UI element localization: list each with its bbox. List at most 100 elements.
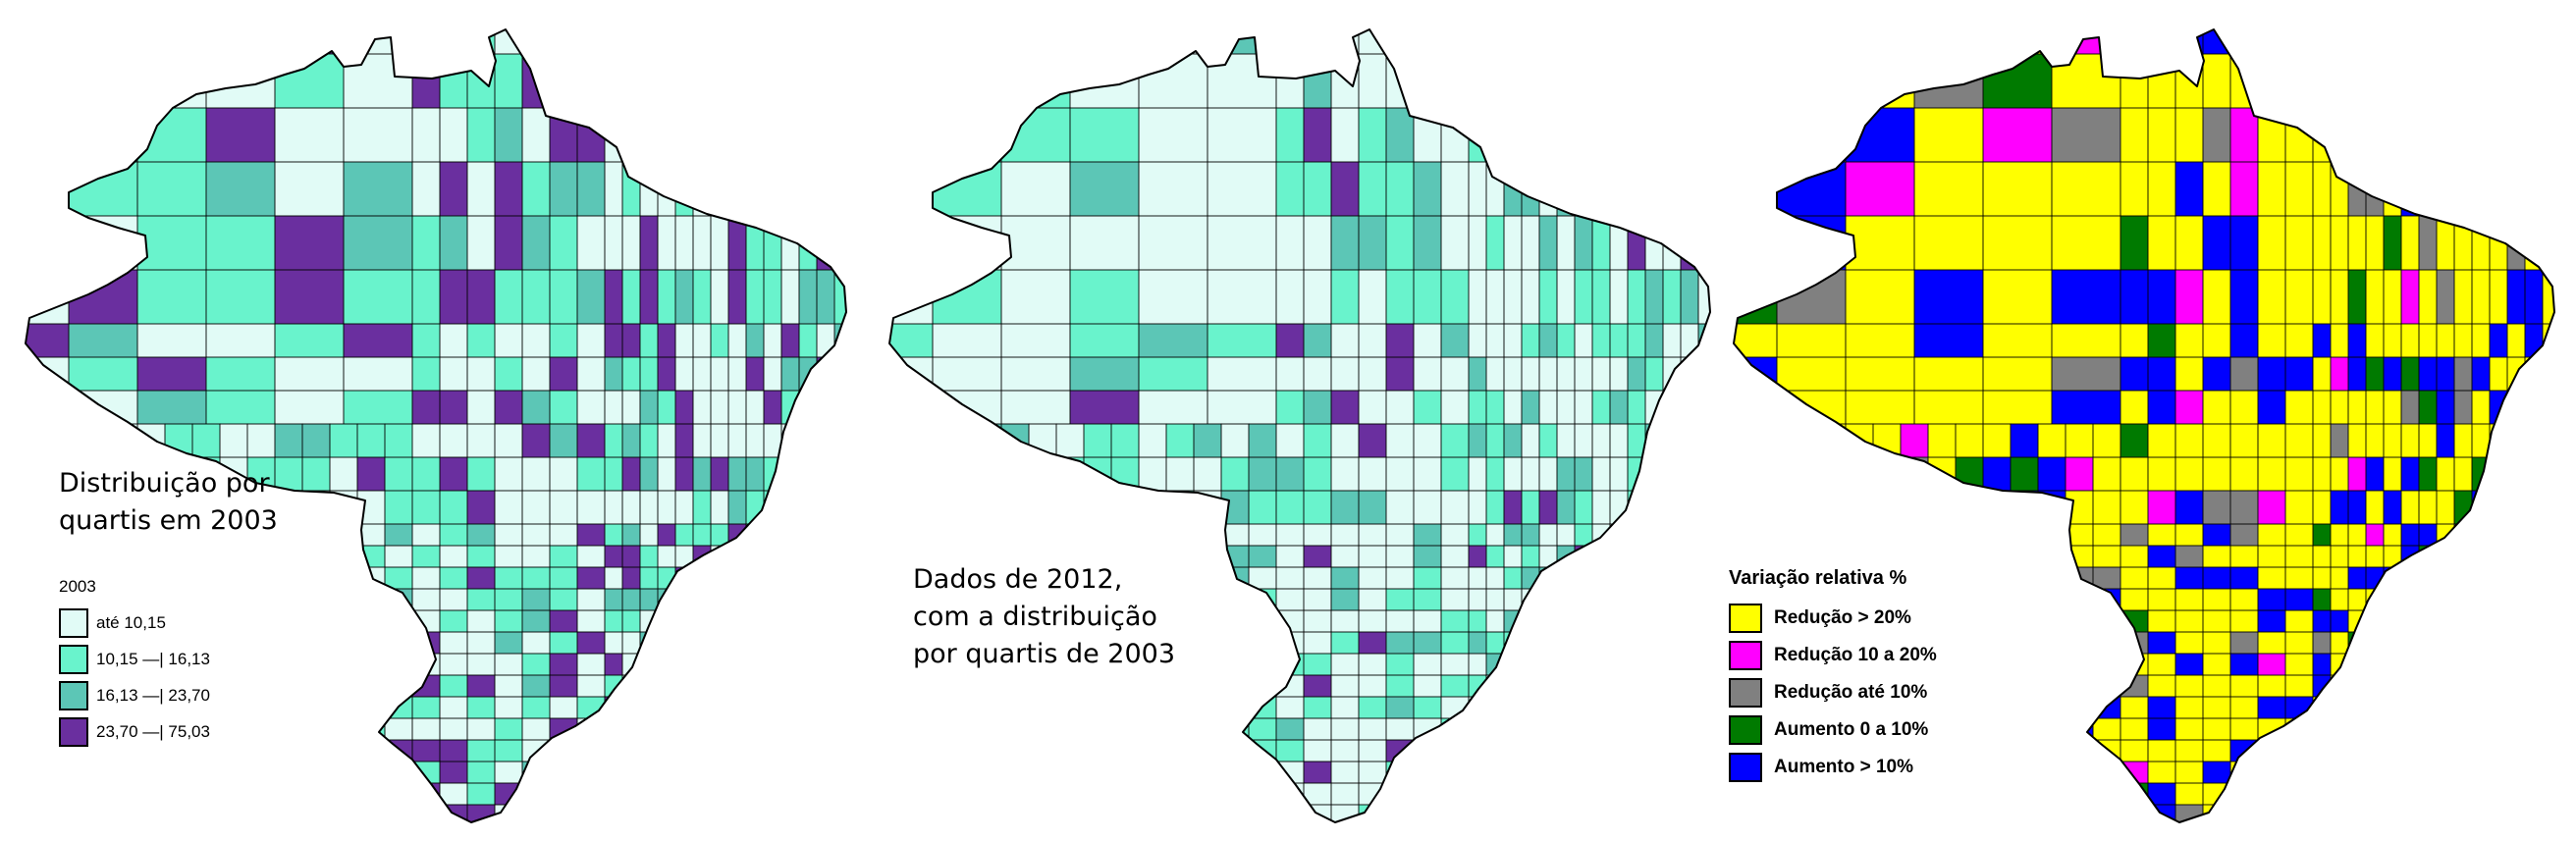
municipality-region (466, 323, 496, 358)
municipality-region (549, 804, 578, 822)
municipality-region (798, 631, 818, 655)
municipality-region (1110, 490, 1140, 525)
municipality-region (945, 490, 975, 525)
municipality-region (1248, 609, 1277, 633)
municipality-region (1913, 356, 1984, 392)
municipality-region (1110, 674, 1140, 698)
municipality-region (2506, 390, 2526, 425)
municipality-region (2400, 269, 2420, 325)
municipality-region (2524, 490, 2544, 525)
municipality-region (2383, 456, 2402, 492)
municipality-region (1681, 826, 1699, 841)
municipality-region (2174, 215, 2204, 271)
municipality-region (1138, 490, 1167, 525)
municipality-region (1440, 523, 1470, 547)
municipality-region (1627, 696, 1646, 719)
municipality-region (1697, 107, 1710, 163)
municipality-region (521, 215, 551, 271)
municipality-region (27, 490, 56, 525)
municipality-region (26, 545, 28, 568)
municipality-region (2347, 739, 2367, 762)
municipality-region (1193, 456, 1222, 492)
municipality-region (384, 588, 413, 611)
municipality-region (816, 696, 835, 719)
municipality-region (439, 653, 468, 676)
municipality-region (1468, 323, 1487, 358)
municipality-region (2229, 545, 2259, 568)
map-panel-2003: Distribuição por quartis em 2003 2003 at… (0, 0, 864, 841)
municipality-region (136, 29, 207, 55)
municipality-region (1716, 424, 1728, 458)
municipality-region (2202, 107, 2231, 163)
municipality-region (1330, 356, 1360, 392)
municipality-region (1358, 161, 1387, 217)
municipality-region (1790, 456, 1819, 492)
municipality-region (1927, 782, 1957, 806)
municipality-region (2257, 490, 2286, 525)
municipality-region (1591, 782, 1611, 806)
municipality-region (1982, 739, 2012, 762)
municipality-region (1385, 717, 1415, 741)
municipality-region (246, 588, 276, 611)
municipality-region (1762, 490, 1792, 525)
municipality-region (2347, 804, 2367, 822)
municipality-region (1440, 53, 1470, 109)
municipality-region (763, 53, 782, 109)
municipality-region (1913, 29, 1984, 55)
municipality-region (1220, 696, 1250, 719)
municipality-region (1083, 782, 1112, 806)
municipality-region (2453, 523, 2473, 547)
municipality-region (1275, 29, 1305, 55)
municipality-region (1028, 739, 1057, 762)
municipality-region (356, 782, 386, 806)
municipality-region (710, 423, 729, 458)
municipality-region (2506, 523, 2526, 547)
municipality-region (1138, 761, 1167, 784)
municipality-region (2347, 356, 2367, 392)
municipality-region (1697, 356, 1710, 392)
municipality-region (205, 323, 276, 358)
municipality-region (1275, 490, 1305, 525)
municipality-region (576, 269, 606, 325)
municipality-region (411, 739, 441, 762)
municipality-region (1644, 545, 1664, 568)
municipality-region (834, 826, 853, 841)
municipality-region (302, 826, 331, 841)
municipality-region (2347, 696, 2367, 719)
municipality-region (657, 696, 676, 719)
municipality-region (384, 609, 413, 633)
municipality-region (945, 761, 975, 784)
municipality-region (727, 423, 747, 458)
municipality-region (1330, 215, 1360, 271)
municipality-region (1330, 390, 1360, 425)
municipality-region (439, 456, 468, 492)
municipality-region (2436, 653, 2455, 676)
municipality-region (973, 523, 1002, 547)
municipality-region (2202, 269, 2231, 325)
municipality-region (136, 356, 207, 392)
municipality-region (1591, 696, 1611, 719)
municipality-region (1275, 523, 1305, 547)
municipality-region (2120, 523, 2149, 547)
municipality-region (1468, 269, 1487, 325)
municipality-region (1538, 29, 1558, 55)
municipality-region (1697, 161, 1710, 217)
municipality-region (219, 696, 248, 719)
municipality-region (411, 323, 441, 358)
municipality-region (466, 717, 496, 741)
municipality-region (549, 29, 578, 55)
municipality-region (1385, 456, 1415, 492)
municipality-region (439, 739, 468, 762)
municipality-region (780, 739, 800, 762)
municipality-region (1358, 390, 1387, 425)
municipality-region (2383, 523, 2402, 547)
municipality-region (2365, 161, 2385, 217)
municipality-region (466, 761, 496, 784)
municipality-region (301, 609, 331, 633)
municipality-region (1609, 29, 1629, 55)
municipality-region (1138, 456, 1167, 492)
municipality-region (1485, 566, 1505, 590)
municipality-region (918, 523, 947, 547)
municipality-region (1485, 423, 1505, 458)
municipality-region (356, 739, 386, 762)
